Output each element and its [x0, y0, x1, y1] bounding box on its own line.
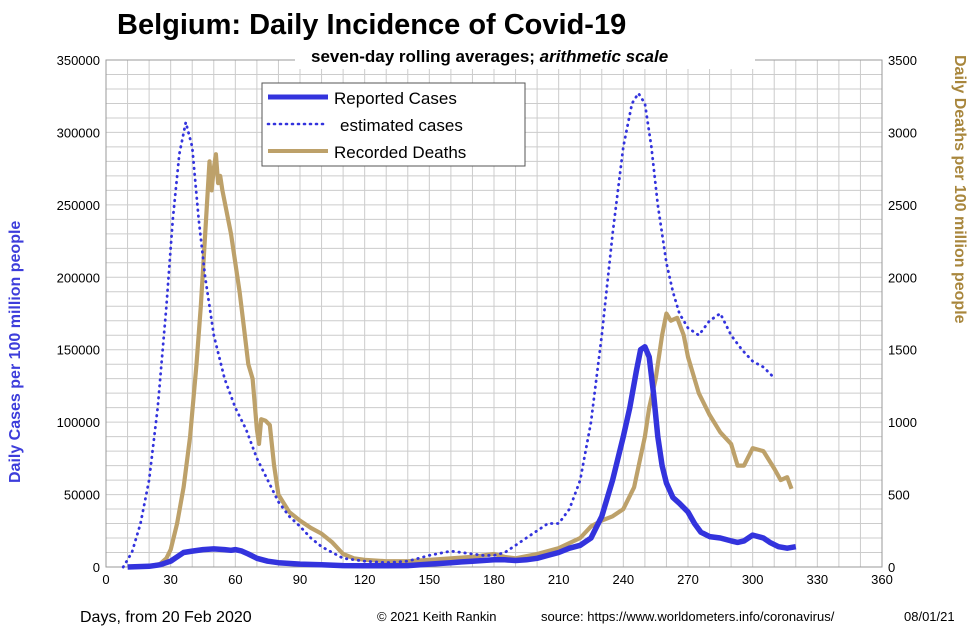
x-axis-label: Days, from 20 Feb 2020	[80, 609, 252, 626]
y-left-axis-label: Daily Cases per 100 million people	[7, 221, 24, 483]
x-tick-label: 30	[163, 572, 177, 587]
y-right-tick-labels: 0 500 1000 1500 2000 2500 3000 3500	[888, 53, 917, 575]
x-tick-labels: 0 30 60 90 120 150 180 210 240 270 300 330 360	[102, 572, 892, 587]
series-layer	[121, 91, 797, 570]
estimated-cases-line	[121, 91, 774, 569]
y-right-tick-label: 2500	[888, 198, 917, 213]
subtitle-background	[295, 43, 755, 69]
subtitle-italic: arithmetic scale	[540, 47, 669, 66]
x-tick-label: 0	[102, 572, 109, 587]
y-right-tick-label: 1000	[888, 415, 917, 430]
y-left-tick-labels: 0 50000 100000 150000 200000 250000 300000 3500…	[57, 53, 100, 575]
y-right-tick-label: 0	[888, 560, 895, 575]
y-right-tick-label: 500	[888, 488, 910, 503]
x-tick-label: 240	[612, 572, 634, 587]
legend-label-reported-cases: Reported Cases	[334, 89, 457, 108]
footer-source: source: https://www.worldometers.info/co…	[541, 609, 835, 624]
y-right-tick-label: 3000	[888, 125, 917, 140]
legend: Reported Cases estimated cases Recorded …	[261, 82, 526, 167]
y-right-tick-label: 3500	[888, 53, 917, 68]
y-left-tick-label: 350000	[57, 53, 100, 68]
y-left-tick-label: 250000	[57, 198, 100, 213]
legend-label-estimated-cases: estimated cases	[340, 116, 463, 135]
y-left-tick-label: 0	[93, 560, 100, 575]
y-left-tick-label: 300000	[57, 125, 100, 140]
chart-subtitle: seven-day rolling averages; arithmetic s…	[311, 47, 668, 66]
horizontal-grid	[106, 73, 882, 554]
x-tick-label: 360	[871, 572, 893, 587]
subtitle-main: seven-day rolling averages;	[311, 47, 540, 66]
y-left-tick-label: 50000	[64, 488, 100, 503]
x-tick-label: 90	[293, 572, 307, 587]
legend-label-recorded-deaths: Recorded Deaths	[334, 143, 466, 162]
reported-cases-line	[127, 344, 797, 570]
title-background	[100, 5, 700, 45]
x-tick-label: 300	[742, 572, 764, 587]
x-tick-label: 60	[228, 572, 242, 587]
x-tick-label: 210	[548, 572, 570, 587]
x-tick-label: 180	[483, 572, 505, 587]
chart-title: Belgium: Daily Incidence of Covid-19	[117, 9, 626, 41]
y-left-tick-label: 200000	[57, 270, 100, 285]
footer-date: 08/01/21	[904, 609, 955, 624]
x-tick-label: 150	[418, 572, 440, 587]
footer-copyright: © 2021 Keith Rankin	[377, 609, 496, 624]
y-left-tick-label: 150000	[57, 343, 100, 358]
x-tick-label: 120	[354, 572, 376, 587]
y-right-axis-label: Daily Deaths per 100 million people	[951, 55, 968, 324]
x-tick-label: 330	[806, 572, 828, 587]
y-left-tick-label: 100000	[57, 415, 100, 430]
y-right-tick-label: 2000	[888, 270, 917, 285]
x-tick-label: 270	[677, 572, 699, 587]
y-right-tick-label: 1500	[888, 343, 917, 358]
